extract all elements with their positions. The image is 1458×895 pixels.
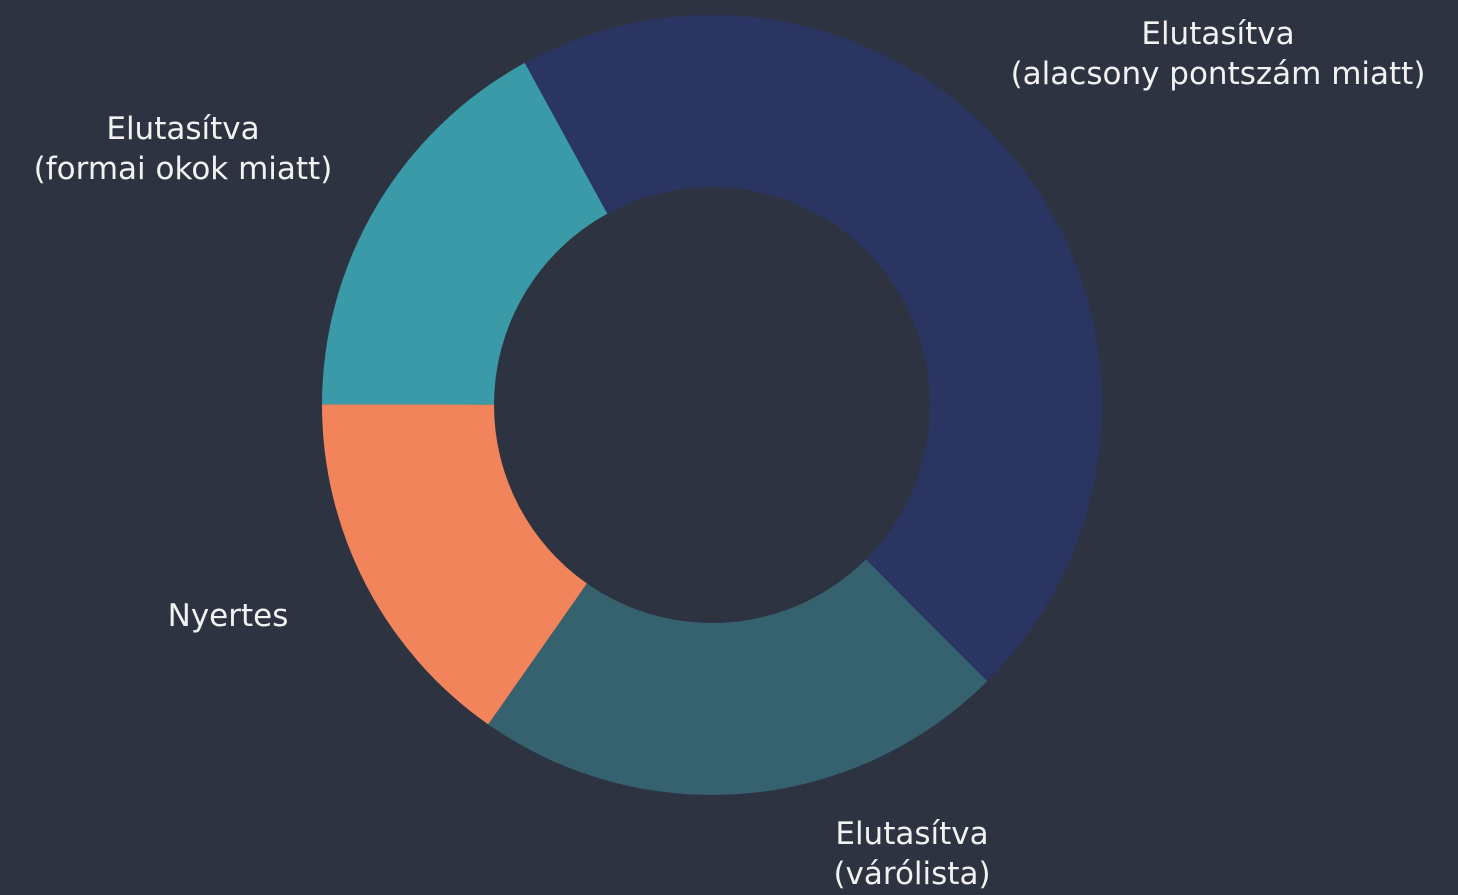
donut-slice	[322, 62, 608, 405]
slice-label-line: Elutasítva	[835, 816, 988, 852]
slice-label-line: Elutasítva	[1141, 16, 1294, 52]
donut-slice	[488, 559, 988, 795]
slice-label-line: (alacsony pontszám miatt)	[1011, 56, 1426, 92]
slice-label-line: (várólista)	[833, 856, 990, 892]
donut-slice	[322, 404, 587, 725]
slice-label: Elutasítva (alacsony pontszám miatt)	[1011, 16, 1426, 92]
donut-slice	[524, 14, 1103, 682]
slice-label: Elutasítva (várólista)	[833, 816, 990, 892]
slice-label-line: (formai okok miatt)	[34, 151, 333, 187]
slice-label-line: Nyertes	[168, 598, 289, 634]
slice-label-line: Elutasítva	[106, 111, 259, 147]
slice-label: Elutasítva (formai okok miatt)	[34, 111, 333, 187]
slice-label: Nyertes	[168, 598, 289, 634]
